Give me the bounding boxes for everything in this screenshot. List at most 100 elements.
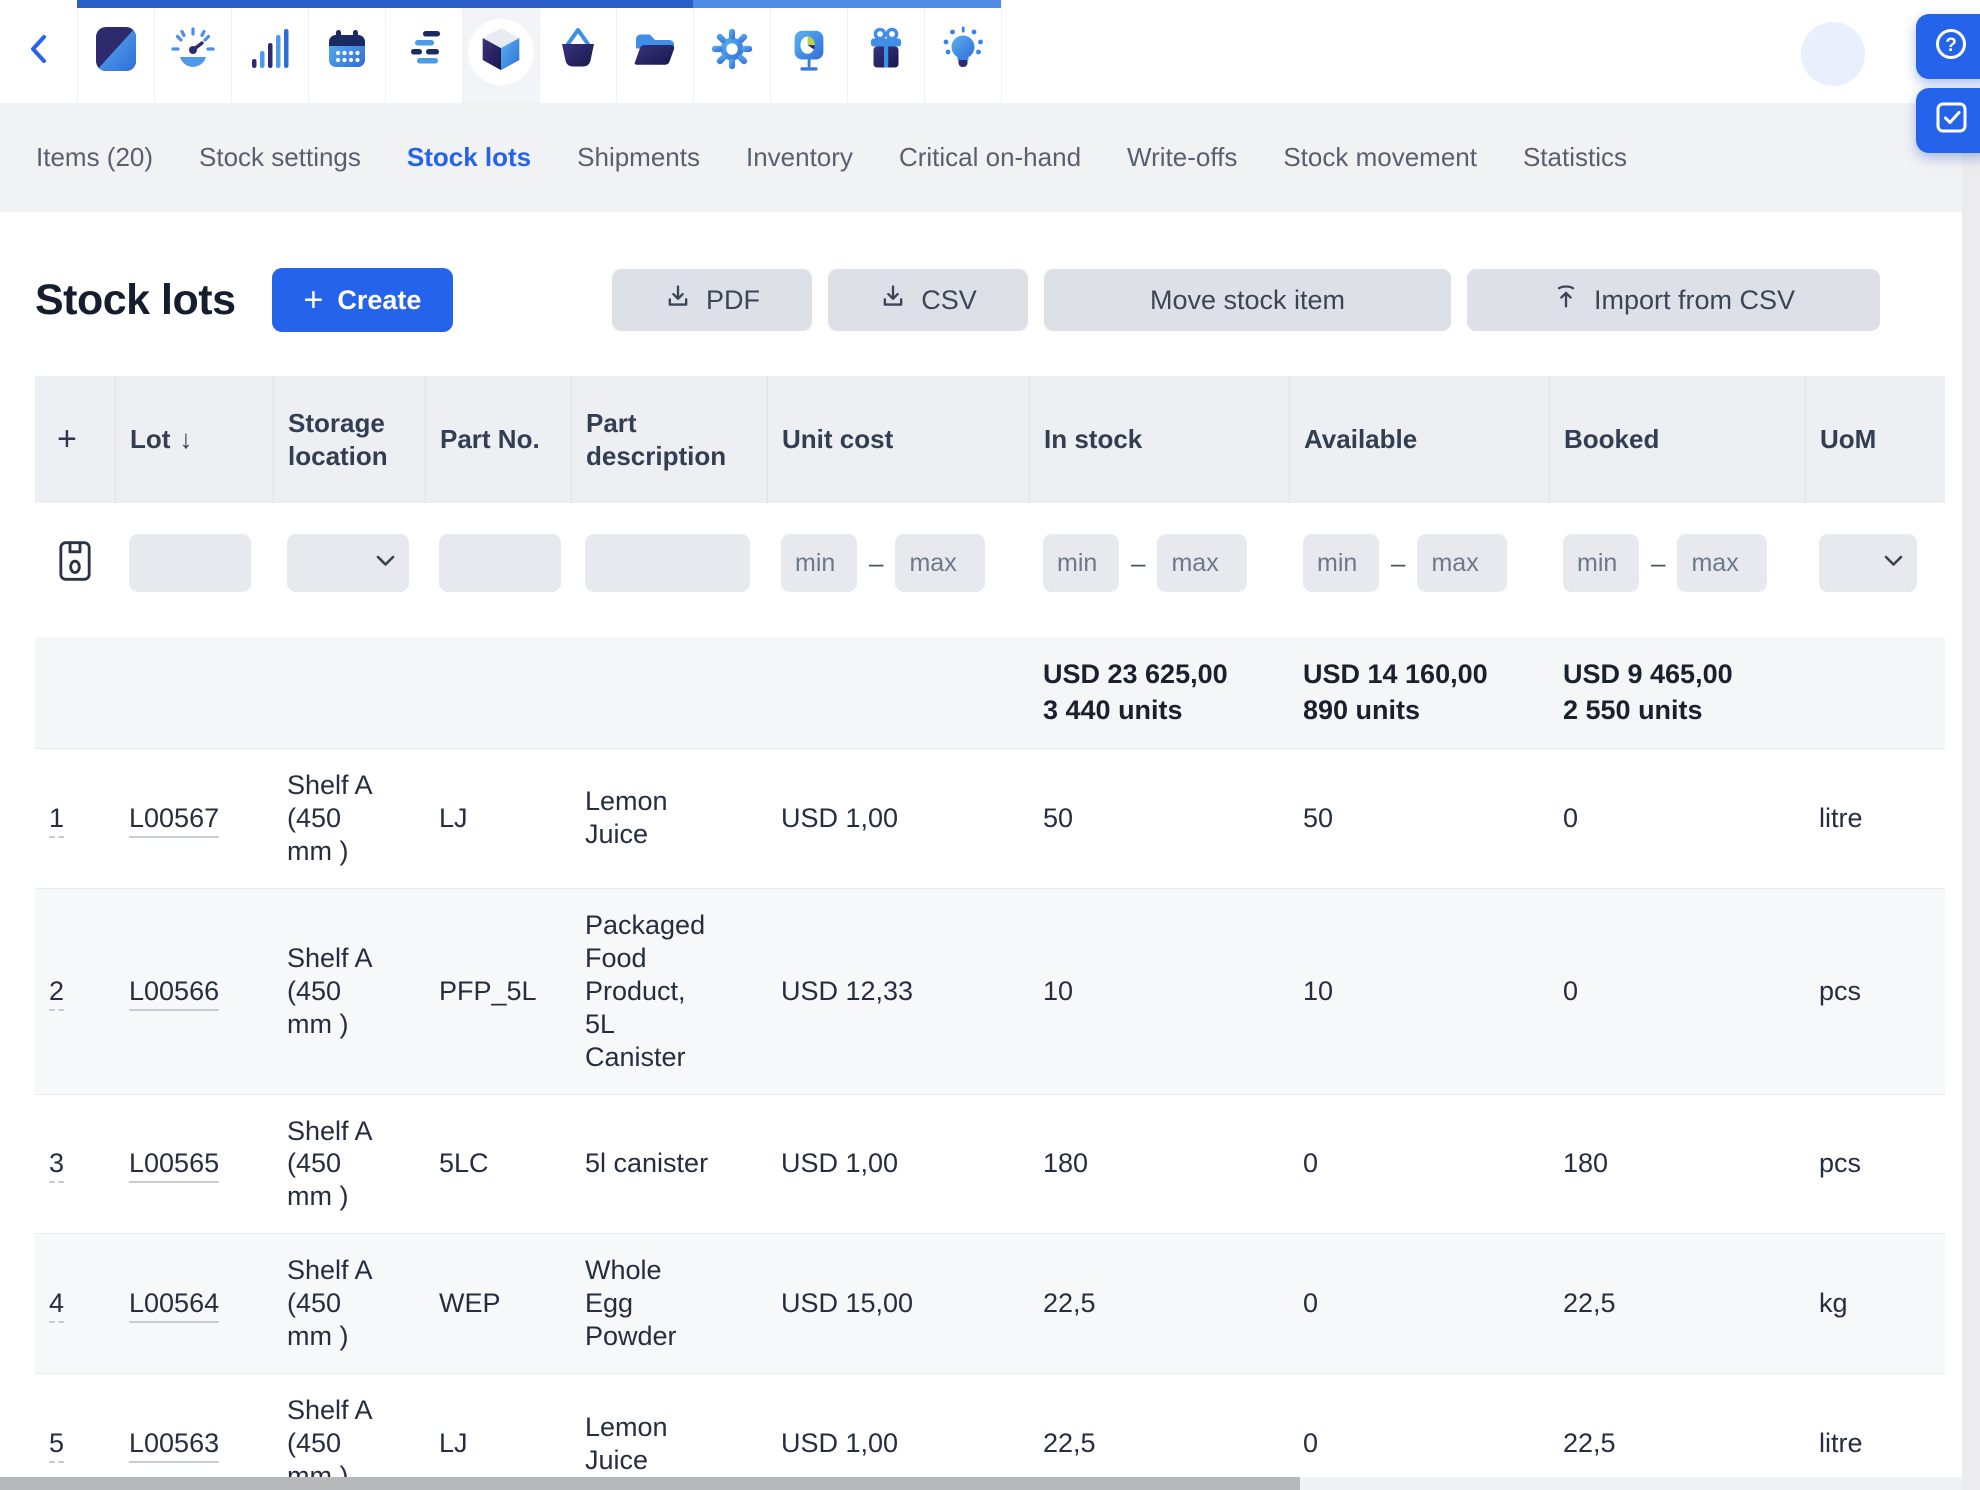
- export-csv-button[interactable]: CSV: [828, 269, 1028, 331]
- tab-shipments[interactable]: Shipments: [577, 142, 700, 172]
- avatar[interactable]: [1801, 22, 1865, 86]
- toolbar-actions: PDF CSV Move stock item Import from CSV: [612, 269, 1880, 331]
- table-row: 4 L00564 Shelf A (450 mm ) WEP Whole Egg…: [35, 1234, 1945, 1375]
- part-no-cell: 5LC: [439, 1148, 489, 1179]
- part-description-cell: Lemon Juice: [585, 786, 668, 850]
- lot-link[interactable]: L00564: [129, 1288, 220, 1324]
- checklist-icon: [1934, 98, 1974, 143]
- available-cell: 0: [1303, 1288, 1319, 1319]
- download-icon: [664, 283, 692, 318]
- horizontal-scrollbar[interactable]: [0, 1477, 1962, 1490]
- horizontal-scrollbar-thumb[interactable]: [0, 1477, 1300, 1490]
- part-description-filter-input[interactable]: [585, 534, 750, 592]
- part-no-cell: PFP_5L: [439, 975, 537, 1006]
- move-stock-item-button[interactable]: Move stock item: [1044, 269, 1451, 331]
- unit-cost-max-input[interactable]: [895, 534, 986, 592]
- row-number-link[interactable]: 1: [49, 802, 65, 838]
- tab-write-offs[interactable]: Write-offs: [1127, 142, 1238, 172]
- cube-icon: [479, 25, 523, 78]
- tab-critical-on-hand[interactable]: Critical on-hand: [898, 142, 1082, 172]
- row-number-link[interactable]: 2: [49, 975, 65, 1011]
- lot-link[interactable]: L00566: [129, 975, 220, 1011]
- tab-items[interactable]: Items (20): [36, 142, 154, 172]
- vertical-scrollbar[interactable]: [1962, 103, 1980, 1490]
- tab-stock-settings[interactable]: Stock settings: [199, 142, 361, 172]
- app-icon-cell-ideas[interactable]: [924, 0, 1002, 103]
- app-icon-cell-files[interactable]: [616, 0, 694, 103]
- in-stock-max-input[interactable]: [1157, 534, 1248, 592]
- app-icon-cell-tasks[interactable]: [385, 0, 463, 103]
- row-number-link[interactable]: 3: [49, 1148, 65, 1184]
- help-button[interactable]: ?: [1916, 14, 1980, 79]
- row-number-link[interactable]: 5: [49, 1428, 65, 1464]
- in-stock-cell: 22,5: [1043, 1428, 1096, 1459]
- storage-location-filter-select[interactable]: [287, 534, 409, 592]
- app-icon-cell-logo[interactable]: [77, 0, 155, 103]
- part-description-column-header[interactable]: Part description: [571, 376, 767, 503]
- part-description-cell: Lemon Juice: [585, 1411, 668, 1475]
- tab-statistics[interactable]: Statistics: [1522, 142, 1627, 172]
- booked-max-input[interactable]: [1677, 534, 1768, 592]
- booked-min-input[interactable]: [1563, 534, 1639, 592]
- app-icon-cell-gauge[interactable]: [154, 0, 232, 103]
- lot-link[interactable]: L00567: [129, 802, 220, 838]
- part-description-cell: Whole Egg Powder: [585, 1255, 677, 1352]
- app-icon-cell-settings[interactable]: [693, 0, 771, 103]
- booked-column-header[interactable]: Booked: [1549, 376, 1805, 503]
- uom-filter-select[interactable]: [1819, 534, 1917, 592]
- table-header: + Lot ↓ Storage location Part No. Part d…: [35, 376, 1945, 503]
- part-no-cell: LJ: [439, 1428, 468, 1459]
- available-min-input[interactable]: [1303, 534, 1379, 592]
- active-stripe: [693, 0, 770, 8]
- part-no-column-header[interactable]: Part No.: [425, 376, 571, 503]
- app-icon-cell-procurement[interactable]: [539, 0, 617, 103]
- tasks-icon: [401, 26, 447, 77]
- in-stock-min-input[interactable]: [1043, 534, 1119, 592]
- active-stripe: [924, 0, 1001, 8]
- export-pdf-button[interactable]: PDF: [612, 269, 812, 331]
- bar-chart-icon: [247, 25, 293, 78]
- lot-filter-input[interactable]: [129, 534, 251, 592]
- lot-link[interactable]: L00563: [129, 1428, 220, 1464]
- table-row: 5 L00563 Shelf A (450 mm ) LJ Lemon Juic…: [35, 1374, 1945, 1490]
- lot-column-header[interactable]: Lot ↓: [115, 376, 273, 503]
- tab-stock-lots[interactable]: Stock lots: [406, 142, 532, 172]
- active-stripe: [231, 0, 308, 8]
- table-row: 1 L00567 Shelf A (450 mm ) LJ Lemon Juic…: [35, 749, 1945, 889]
- tab-inventory[interactable]: Inventory: [745, 142, 853, 172]
- storage-location-cell: Shelf A (450 mm ): [287, 1395, 372, 1490]
- plus-icon: +: [303, 281, 324, 319]
- in-stock-column-header[interactable]: In stock: [1029, 376, 1289, 503]
- app-icon-cell-rewards[interactable]: [847, 0, 925, 103]
- app-icon-cell-reports[interactable]: [770, 0, 848, 103]
- tab-stock-movement[interactable]: Stock movement: [1283, 142, 1477, 172]
- save-filter-button[interactable]: [35, 538, 115, 589]
- part-no-filter-input[interactable]: [439, 534, 561, 592]
- table-body: 1 L00567 Shelf A (450 mm ) LJ Lemon Juic…: [35, 749, 1945, 1490]
- unit-cost-cell: USD 12,33: [781, 975, 914, 1006]
- available-max-input[interactable]: [1417, 534, 1508, 592]
- row-number-link[interactable]: 4: [49, 1288, 65, 1324]
- app-icon-cell-stock[interactable]: [462, 0, 540, 103]
- available-column-header[interactable]: Available: [1289, 376, 1549, 503]
- lot-link[interactable]: L00565: [129, 1148, 220, 1184]
- checklist-button[interactable]: [1916, 88, 1980, 153]
- back-button[interactable]: [0, 0, 78, 103]
- booked-cell: 22,5: [1563, 1288, 1616, 1319]
- unit-cost-column-header[interactable]: Unit cost: [767, 376, 1029, 503]
- storage-column-header[interactable]: Storage location: [273, 376, 425, 503]
- uom-column-header[interactable]: UoM: [1805, 376, 1945, 503]
- app-icon-cell-calendar[interactable]: [308, 0, 386, 103]
- add-column-header[interactable]: +: [57, 420, 77, 459]
- chevron-left-icon: [26, 33, 52, 70]
- booked-cell: 180: [1563, 1148, 1609, 1179]
- unit-cost-min-input[interactable]: [781, 534, 857, 592]
- svg-text:?: ?: [1945, 35, 1957, 56]
- app-icon-cell-statistics[interactable]: [231, 0, 309, 103]
- create-button[interactable]: + Create: [271, 268, 454, 332]
- import-from-csv-button[interactable]: Import from CSV: [1467, 269, 1880, 331]
- part-no-cell: WEP: [439, 1288, 501, 1319]
- save-icon: [55, 538, 95, 589]
- unit-cost-cell: USD 1,00: [781, 1148, 899, 1179]
